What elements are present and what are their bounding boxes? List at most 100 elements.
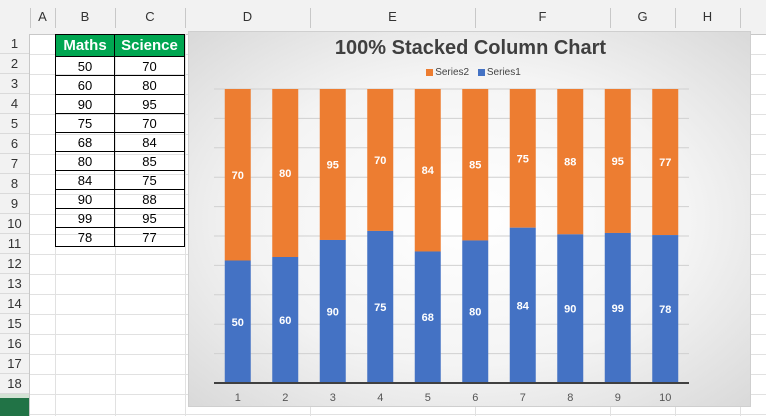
data-label-series2-9: 95 <box>612 156 624 168</box>
science-cell[interactable]: 95 <box>114 94 185 114</box>
bar-series1-4[interactable] <box>367 230 394 383</box>
bar-series2-1[interactable] <box>224 89 251 261</box>
science-cell[interactable]: 70 <box>114 113 185 133</box>
x-tick-label-10: 10 <box>659 392 671 404</box>
maths-cell[interactable]: 75 <box>55 113 115 133</box>
row-header-bar: 12345678910111213141516171819 <box>0 34 30 416</box>
maths-cell[interactable]: 50 <box>55 56 115 76</box>
x-tick-label-1: 1 <box>235 392 241 404</box>
row-header-4[interactable]: 4 <box>0 94 29 114</box>
data-label-series1-7: 84 <box>517 300 530 312</box>
table-row: 68 84 <box>55 132 185 152</box>
table-row: 80 85 <box>55 151 185 171</box>
row-header-13[interactable]: 13 <box>0 274 29 294</box>
data-label-series1-10: 78 <box>659 304 671 316</box>
row-header-6[interactable]: 6 <box>0 134 29 154</box>
row-header-1[interactable]: 1 <box>0 34 29 54</box>
data-label-series2-2: 80 <box>279 168 291 180</box>
row-header-9[interactable]: 9 <box>0 194 29 214</box>
chart-plot-area: 7050180602959037075484685858067584788908… <box>214 88 689 404</box>
bar-series1-10[interactable] <box>652 235 679 383</box>
column-header-d[interactable]: D <box>242 9 253 24</box>
maths-cell[interactable]: 78 <box>55 227 115 247</box>
bar-series2-5[interactable] <box>414 89 441 252</box>
science-cell[interactable]: 80 <box>114 75 185 95</box>
bar-series2-4[interactable] <box>367 89 394 231</box>
row-header-2[interactable]: 2 <box>0 54 29 74</box>
bar-series2-6[interactable] <box>462 89 489 241</box>
row-header-10[interactable]: 10 <box>0 214 29 234</box>
row-header-11[interactable]: 11 <box>0 234 29 254</box>
row-header-7[interactable]: 7 <box>0 154 29 174</box>
table-row: 75 70 <box>55 113 185 133</box>
column-header-h[interactable]: H <box>702 9 713 24</box>
row-header-3[interactable]: 3 <box>0 74 29 94</box>
column-header-f[interactable]: F <box>538 9 547 24</box>
data-label-series2-1: 70 <box>232 170 244 182</box>
column-header-g[interactable]: G <box>637 9 648 24</box>
data-label-series2-3: 95 <box>327 159 339 171</box>
row-header-14[interactable]: 14 <box>0 294 29 314</box>
data-label-series1-5: 68 <box>422 312 434 324</box>
science-cell[interactable]: 95 <box>114 208 185 228</box>
header-maths[interactable]: Maths <box>55 34 115 57</box>
row-header-5[interactable]: 5 <box>0 114 29 134</box>
row-header-12[interactable]: 12 <box>0 254 29 274</box>
stacked-column-chart[interactable]: 100% Stacked Column Chart Series2 Series… <box>188 31 751 407</box>
maths-cell[interactable]: 60 <box>55 75 115 95</box>
science-cell[interactable]: 77 <box>114 227 185 247</box>
x-tick-label-3: 3 <box>330 392 336 404</box>
header-science[interactable]: Science <box>114 34 185 57</box>
table-row: 90 95 <box>55 94 185 114</box>
column-header-b[interactable]: B <box>80 9 90 24</box>
bar-series2-9[interactable] <box>604 89 631 233</box>
table-row: 90 88 <box>55 189 185 209</box>
column-header-a[interactable]: A <box>38 9 47 24</box>
row-header-16[interactable]: 16 <box>0 334 29 354</box>
bar-series2-2[interactable] <box>272 89 299 257</box>
data-label-series1-8: 90 <box>564 304 576 316</box>
chart-title[interactable]: 100% Stacked Column Chart <box>334 37 607 59</box>
data-label-series2-8: 88 <box>564 157 576 169</box>
maths-cell[interactable]: 90 <box>55 94 115 114</box>
bar-series1-9[interactable] <box>604 232 631 383</box>
bar-series1-3[interactable] <box>319 239 346 383</box>
data-label-series1-3: 90 <box>327 306 339 318</box>
row-header-17[interactable]: 17 <box>0 354 29 374</box>
maths-cell[interactable]: 84 <box>55 170 115 190</box>
bar-series1-2[interactable] <box>272 257 299 383</box>
bar-series1-7[interactable] <box>509 227 536 383</box>
legend-label-series1: Series1 <box>486 67 521 78</box>
table-row: 84 75 <box>55 170 185 190</box>
data-label-series2-6: 85 <box>469 160 481 172</box>
maths-cell[interactable]: 90 <box>55 189 115 209</box>
science-cell[interactable]: 70 <box>114 56 185 76</box>
chart-legend[interactable]: Series2 Series1 <box>189 67 752 78</box>
data-label-series2-7: 75 <box>517 153 529 165</box>
maths-cell[interactable]: 68 <box>55 132 115 152</box>
data-table: Maths Science 50 70 60 80 90 95 75 70 68 84 80 85 84… <box>55 34 185 247</box>
science-cell[interactable]: 84 <box>114 132 185 152</box>
column-header-c[interactable]: C <box>145 9 155 24</box>
bar-series2-3[interactable] <box>319 89 346 240</box>
row-header-18[interactable]: 18 <box>0 374 29 394</box>
science-cell[interactable]: 88 <box>114 189 185 209</box>
bar-series1-1[interactable] <box>224 260 251 384</box>
science-cell[interactable]: 75 <box>114 170 185 190</box>
bar-series2-7[interactable] <box>509 89 536 228</box>
column-header-bar: A B C D E F G H <box>0 0 766 35</box>
x-tick-label-8: 8 <box>567 392 573 404</box>
bar-series1-5[interactable] <box>414 251 441 383</box>
bar-series2-10[interactable] <box>652 89 679 236</box>
bar-series2-8[interactable] <box>557 89 584 235</box>
science-cell[interactable]: 85 <box>114 151 185 171</box>
maths-cell[interactable]: 99 <box>55 208 115 228</box>
bar-series1-8[interactable] <box>557 234 584 383</box>
x-tick-label-4: 4 <box>377 392 383 404</box>
bar-series1-6[interactable] <box>462 240 489 383</box>
x-tick-label-7: 7 <box>520 392 526 404</box>
row-header-15[interactable]: 15 <box>0 314 29 334</box>
column-header-e[interactable]: E <box>388 9 397 24</box>
maths-cell[interactable]: 80 <box>55 151 115 171</box>
row-header-8[interactable]: 8 <box>0 174 29 194</box>
